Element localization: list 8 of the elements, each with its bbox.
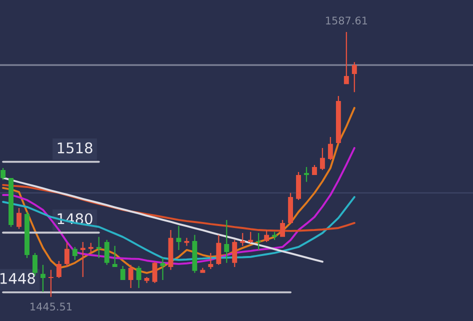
- candlestick: [184, 238, 190, 246]
- annotation: 1445.51: [30, 302, 72, 311]
- series-label: 1518: [58, 142, 92, 154]
- candlestick: [144, 277, 150, 283]
- annotation: 1587.61: [326, 16, 367, 24]
- series-label: 1448: [0, 272, 35, 284]
- candlestick: [160, 258, 166, 280]
- candlestick: [176, 226, 182, 250]
